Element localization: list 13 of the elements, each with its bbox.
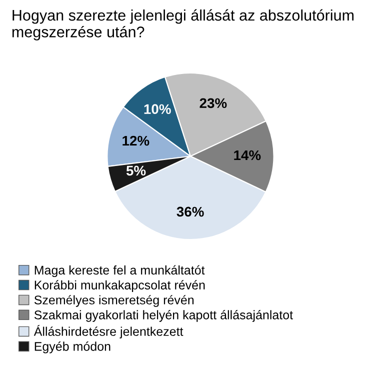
data-label: 36%: [176, 206, 204, 217]
legend-label: Álláshirdetésre jelentkezett: [34, 324, 184, 338]
legend-label: Egyéb módon: [34, 342, 110, 354]
chart-title: Hogyan szerezte jelenlegi állását az abszolutórium megszerzése után?: [12, 9, 354, 40]
legend-label: Személyes ismeretség révén: [34, 295, 194, 307]
data-label: 14%: [234, 150, 261, 160]
data-label: 23%: [200, 98, 227, 108]
data-label: 10%: [144, 104, 171, 114]
data-label: 12%: [122, 136, 150, 146]
legend-label: Maga kereste fel a munkáltatót: [34, 265, 205, 278]
data-label: 5%: [126, 166, 146, 176]
legend-label: Korábbi munkakapcsolat révén: [34, 280, 205, 292]
legend-label: Szakmai gyakorlati helyén kapott állásajánlatot: [34, 310, 293, 322]
